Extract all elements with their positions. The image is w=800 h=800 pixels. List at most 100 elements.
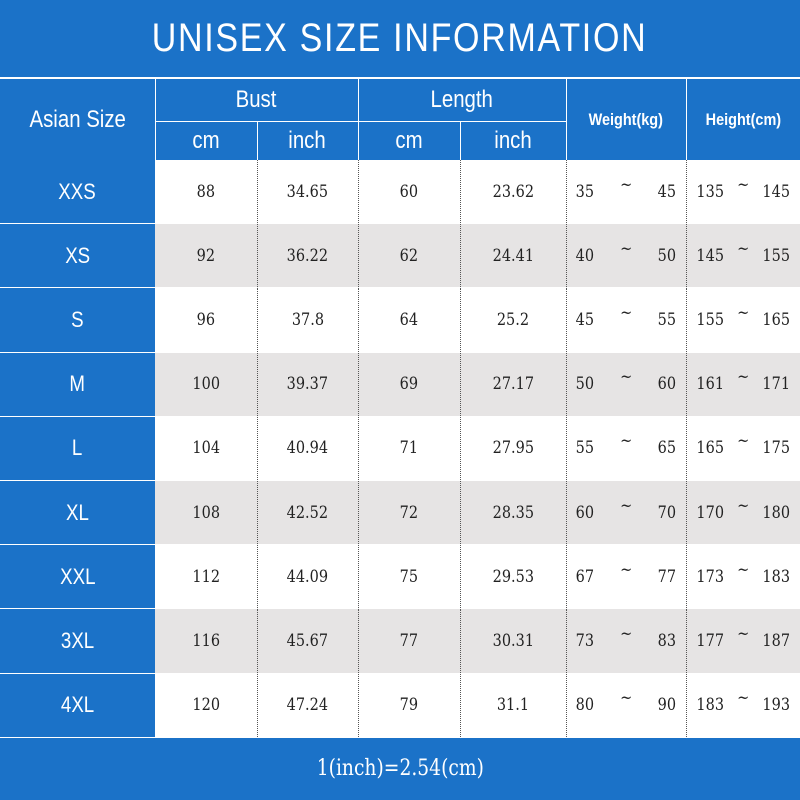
header-height-text: Height(cm): [705, 109, 781, 129]
cell-divider: [566, 481, 567, 545]
measure-value-text: 23.62: [492, 181, 534, 202]
range-value: 145: [761, 181, 790, 202]
range-value: 67: [575, 566, 595, 587]
measure-value-text: 27.95: [492, 438, 534, 459]
range-value: 65: [657, 438, 677, 459]
range-value: 165: [696, 438, 725, 459]
row-rule: [0, 351, 800, 353]
range-value: 165: [761, 309, 790, 330]
cell-divider: [257, 288, 258, 352]
cell-divider: [566, 416, 567, 480]
cell-divider: [358, 545, 359, 609]
range-cell: 161 ~171: [686, 353, 800, 416]
measure-value: 25.2: [460, 288, 566, 351]
measure-value: 39.37: [257, 353, 358, 416]
cell-divider: [257, 416, 258, 480]
size-label-text: XXL: [59, 563, 96, 589]
measure-value-text: 45.67: [286, 630, 329, 651]
measure-value: 60: [358, 160, 460, 223]
range-value: 45: [575, 309, 595, 330]
range-value: 55: [657, 309, 677, 330]
range-value: 187: [761, 630, 790, 651]
measure-value-text: 29.53: [492, 566, 534, 587]
cell-divider: [566, 288, 567, 352]
cell-divider: [460, 481, 461, 545]
row-background: [155, 160, 800, 224]
measure-value: 47.24: [257, 674, 358, 737]
range-value: 45: [657, 181, 677, 202]
range-value: 50: [575, 374, 595, 395]
cell-divider: [358, 609, 359, 673]
range-cell: 73 ~83: [566, 609, 686, 672]
measure-value: 31.1: [460, 674, 566, 737]
range-value: 183: [696, 695, 725, 716]
measure-value-text: 37.8: [291, 309, 324, 330]
measure-value-text: 92: [196, 245, 216, 266]
range-separator: ~: [619, 495, 633, 516]
measure-value-text: 71: [399, 438, 419, 459]
header-size: Asian Size: [0, 79, 155, 160]
cell-divider: [257, 609, 258, 673]
range-value: 170: [696, 502, 725, 523]
measure-value-text: 72: [399, 502, 419, 523]
range-cell: 135 ~145: [686, 160, 800, 223]
size-label-text: S: [71, 306, 84, 332]
size-label: XS: [0, 224, 155, 288]
cell-divider: [566, 224, 567, 288]
cell-divider: [460, 545, 461, 609]
row-rule: [0, 672, 800, 674]
cell-divider: [686, 352, 687, 416]
range-separator: ~: [736, 688, 750, 709]
measure-value-text: 30.31: [492, 630, 534, 651]
cell-divider: [566, 545, 567, 609]
measure-value-text: 104: [192, 438, 220, 459]
range-separator: ~: [619, 559, 633, 580]
range-cell: 183 ~193: [686, 674, 800, 737]
measure-value: 24.41: [460, 224, 566, 287]
range-cell: 165 ~175: [686, 417, 800, 480]
measure-value-text: 88: [196, 181, 216, 202]
row-background: [155, 416, 800, 480]
range-separator: ~: [619, 367, 633, 388]
size-label-text: M: [69, 371, 86, 397]
size-label: XL: [0, 481, 155, 545]
measure-value: 45.67: [257, 609, 358, 672]
cell-divider: [460, 352, 461, 416]
cell-divider: [686, 481, 687, 545]
measure-value: 30.31: [460, 609, 566, 672]
range-value: 80: [575, 695, 595, 716]
measure-value: 40.94: [257, 417, 358, 480]
cell-divider: [686, 545, 687, 609]
measure-value-text: 116: [192, 630, 220, 651]
row-rule: [0, 544, 800, 546]
measure-value: 29.53: [460, 545, 566, 608]
measure-value-text: 112: [192, 566, 220, 587]
range-separator: ~: [736, 302, 750, 323]
cell-divider: [460, 673, 461, 737]
range-value: 155: [761, 245, 790, 266]
range-value: 90: [657, 695, 677, 716]
row-background: [155, 545, 800, 609]
measure-value: 72: [358, 481, 460, 544]
range-value: 77: [657, 566, 677, 587]
range-separator: ~: [619, 238, 633, 259]
cell-divider: [566, 609, 567, 673]
header-unit: cm: [358, 122, 460, 160]
measure-value: 77: [358, 609, 460, 672]
measure-value-text: 69: [399, 374, 419, 395]
measure-value: 44.09: [257, 545, 358, 608]
cell-divider: [686, 609, 687, 673]
range-value: 193: [761, 695, 790, 716]
size-label-text: L: [72, 435, 83, 461]
range-value: 183: [761, 566, 790, 587]
measure-value-text: 36.22: [286, 245, 329, 266]
header-group: Bust: [155, 79, 358, 121]
measure-value-text: 47.24: [286, 695, 329, 716]
cell-divider: [566, 160, 567, 224]
range-separator: ~: [736, 367, 750, 388]
measure-value-text: 62: [399, 245, 419, 266]
row-rule: [0, 736, 800, 738]
header-weight: Weight(kg): [566, 79, 686, 160]
cell-divider: [460, 416, 461, 480]
measure-value: 120: [155, 674, 257, 737]
